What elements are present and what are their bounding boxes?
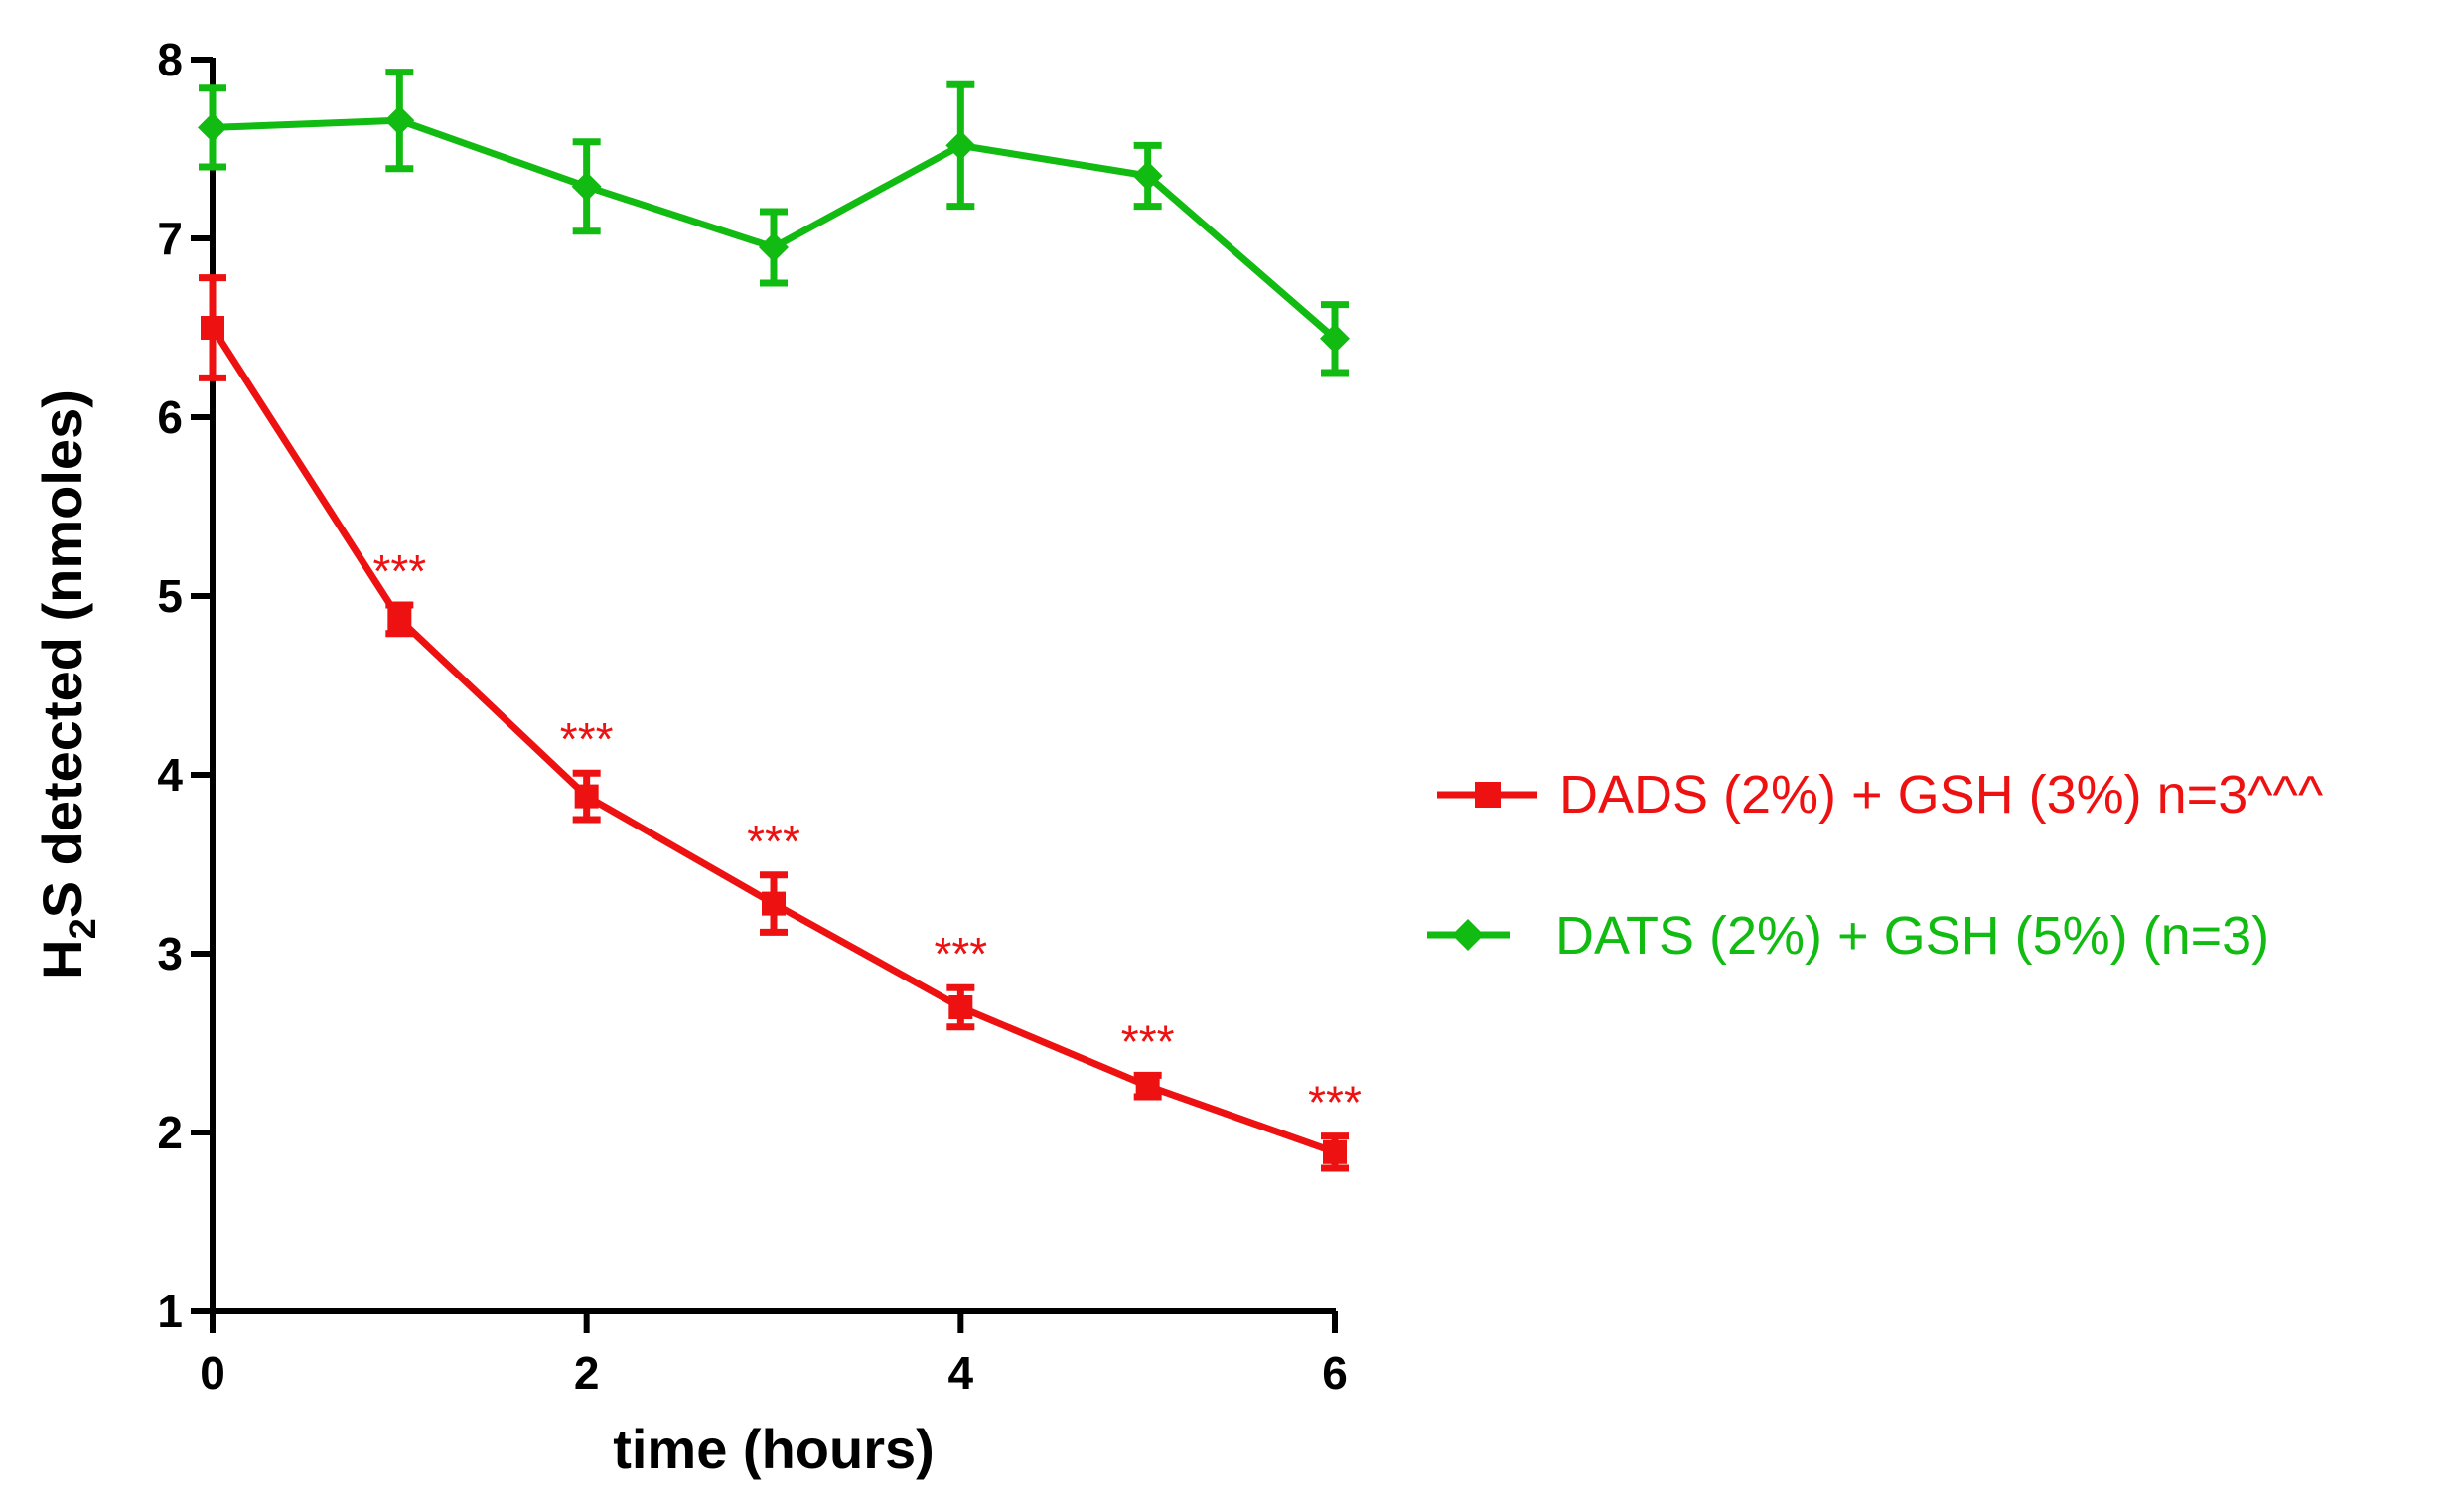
y-axis-title-prefix: H [31,939,93,979]
significance-label: *** [1308,1077,1362,1129]
data-point [201,316,224,340]
x-ticks: 0 2 4 6 [200,1311,1348,1399]
x-tick-label: 2 [574,1347,600,1399]
x-axis-title: time (hours) [613,1418,935,1480]
y-tick-label: 1 [157,1285,183,1337]
x-tick-label: 0 [200,1347,225,1399]
y-tick-label: 2 [157,1107,183,1158]
legend-label-dads: DADS (2%) + GSH (3%) n=3^^^ [1559,765,2324,825]
series-1 [198,69,1350,377]
data-point [384,105,415,136]
legend-label-dats: DATS (2%) + GSH (5%) (n=3) [1555,906,2269,966]
significance-label: *** [372,545,426,597]
data-point [198,112,227,143]
data-point [1135,1074,1160,1099]
data-point [574,784,599,809]
x-tick-label: 6 [1322,1347,1348,1399]
x-tick-label: 4 [948,1347,974,1399]
data-point [1323,1139,1347,1164]
y-tick-label: 8 [157,34,183,85]
significance-label: *** [560,713,614,765]
y-axis-title: H2S detected (nmoles) [31,389,104,980]
y-tick-label: 6 [157,391,183,443]
data-point [762,891,786,916]
data-point [948,995,973,1019]
y-axis-title-suffix: S detected (nmoles) [31,389,93,918]
y-tick-label: 4 [157,749,183,801]
y-tick-label: 5 [157,570,183,622]
data-point [387,607,412,632]
data-point [1320,323,1350,354]
y-axis-title-subscript: 2 [63,918,104,939]
legend: DADS (2%) + GSH (3%) n=3^^^ DATS (2%) + … [1427,765,2324,966]
data-point [571,171,602,202]
significance-label: *** [1121,1015,1175,1067]
data-point [945,130,976,161]
legend-item-dats: DATS (2%) + GSH (5%) (n=3) [1427,906,2269,966]
series-0: *** *** *** *** *** *** [199,274,1362,1172]
y-tick-label: 7 [157,213,183,264]
significance-label: *** [747,816,800,867]
significance-label: *** [934,928,987,980]
legend-marker-dats [1452,919,1484,951]
y-tick-label: 3 [157,928,183,980]
y-ticks: 1 2 3 4 5 6 7 8 [157,34,213,1337]
series-layer: *** *** *** *** *** *** [198,69,1362,1172]
data-point [759,232,789,262]
legend-marker-dads [1475,782,1501,808]
data-point [1132,161,1163,191]
legend-item-dads: DADS (2%) + GSH (3%) n=3^^^ [1437,765,2324,825]
axes [210,58,1336,1314]
